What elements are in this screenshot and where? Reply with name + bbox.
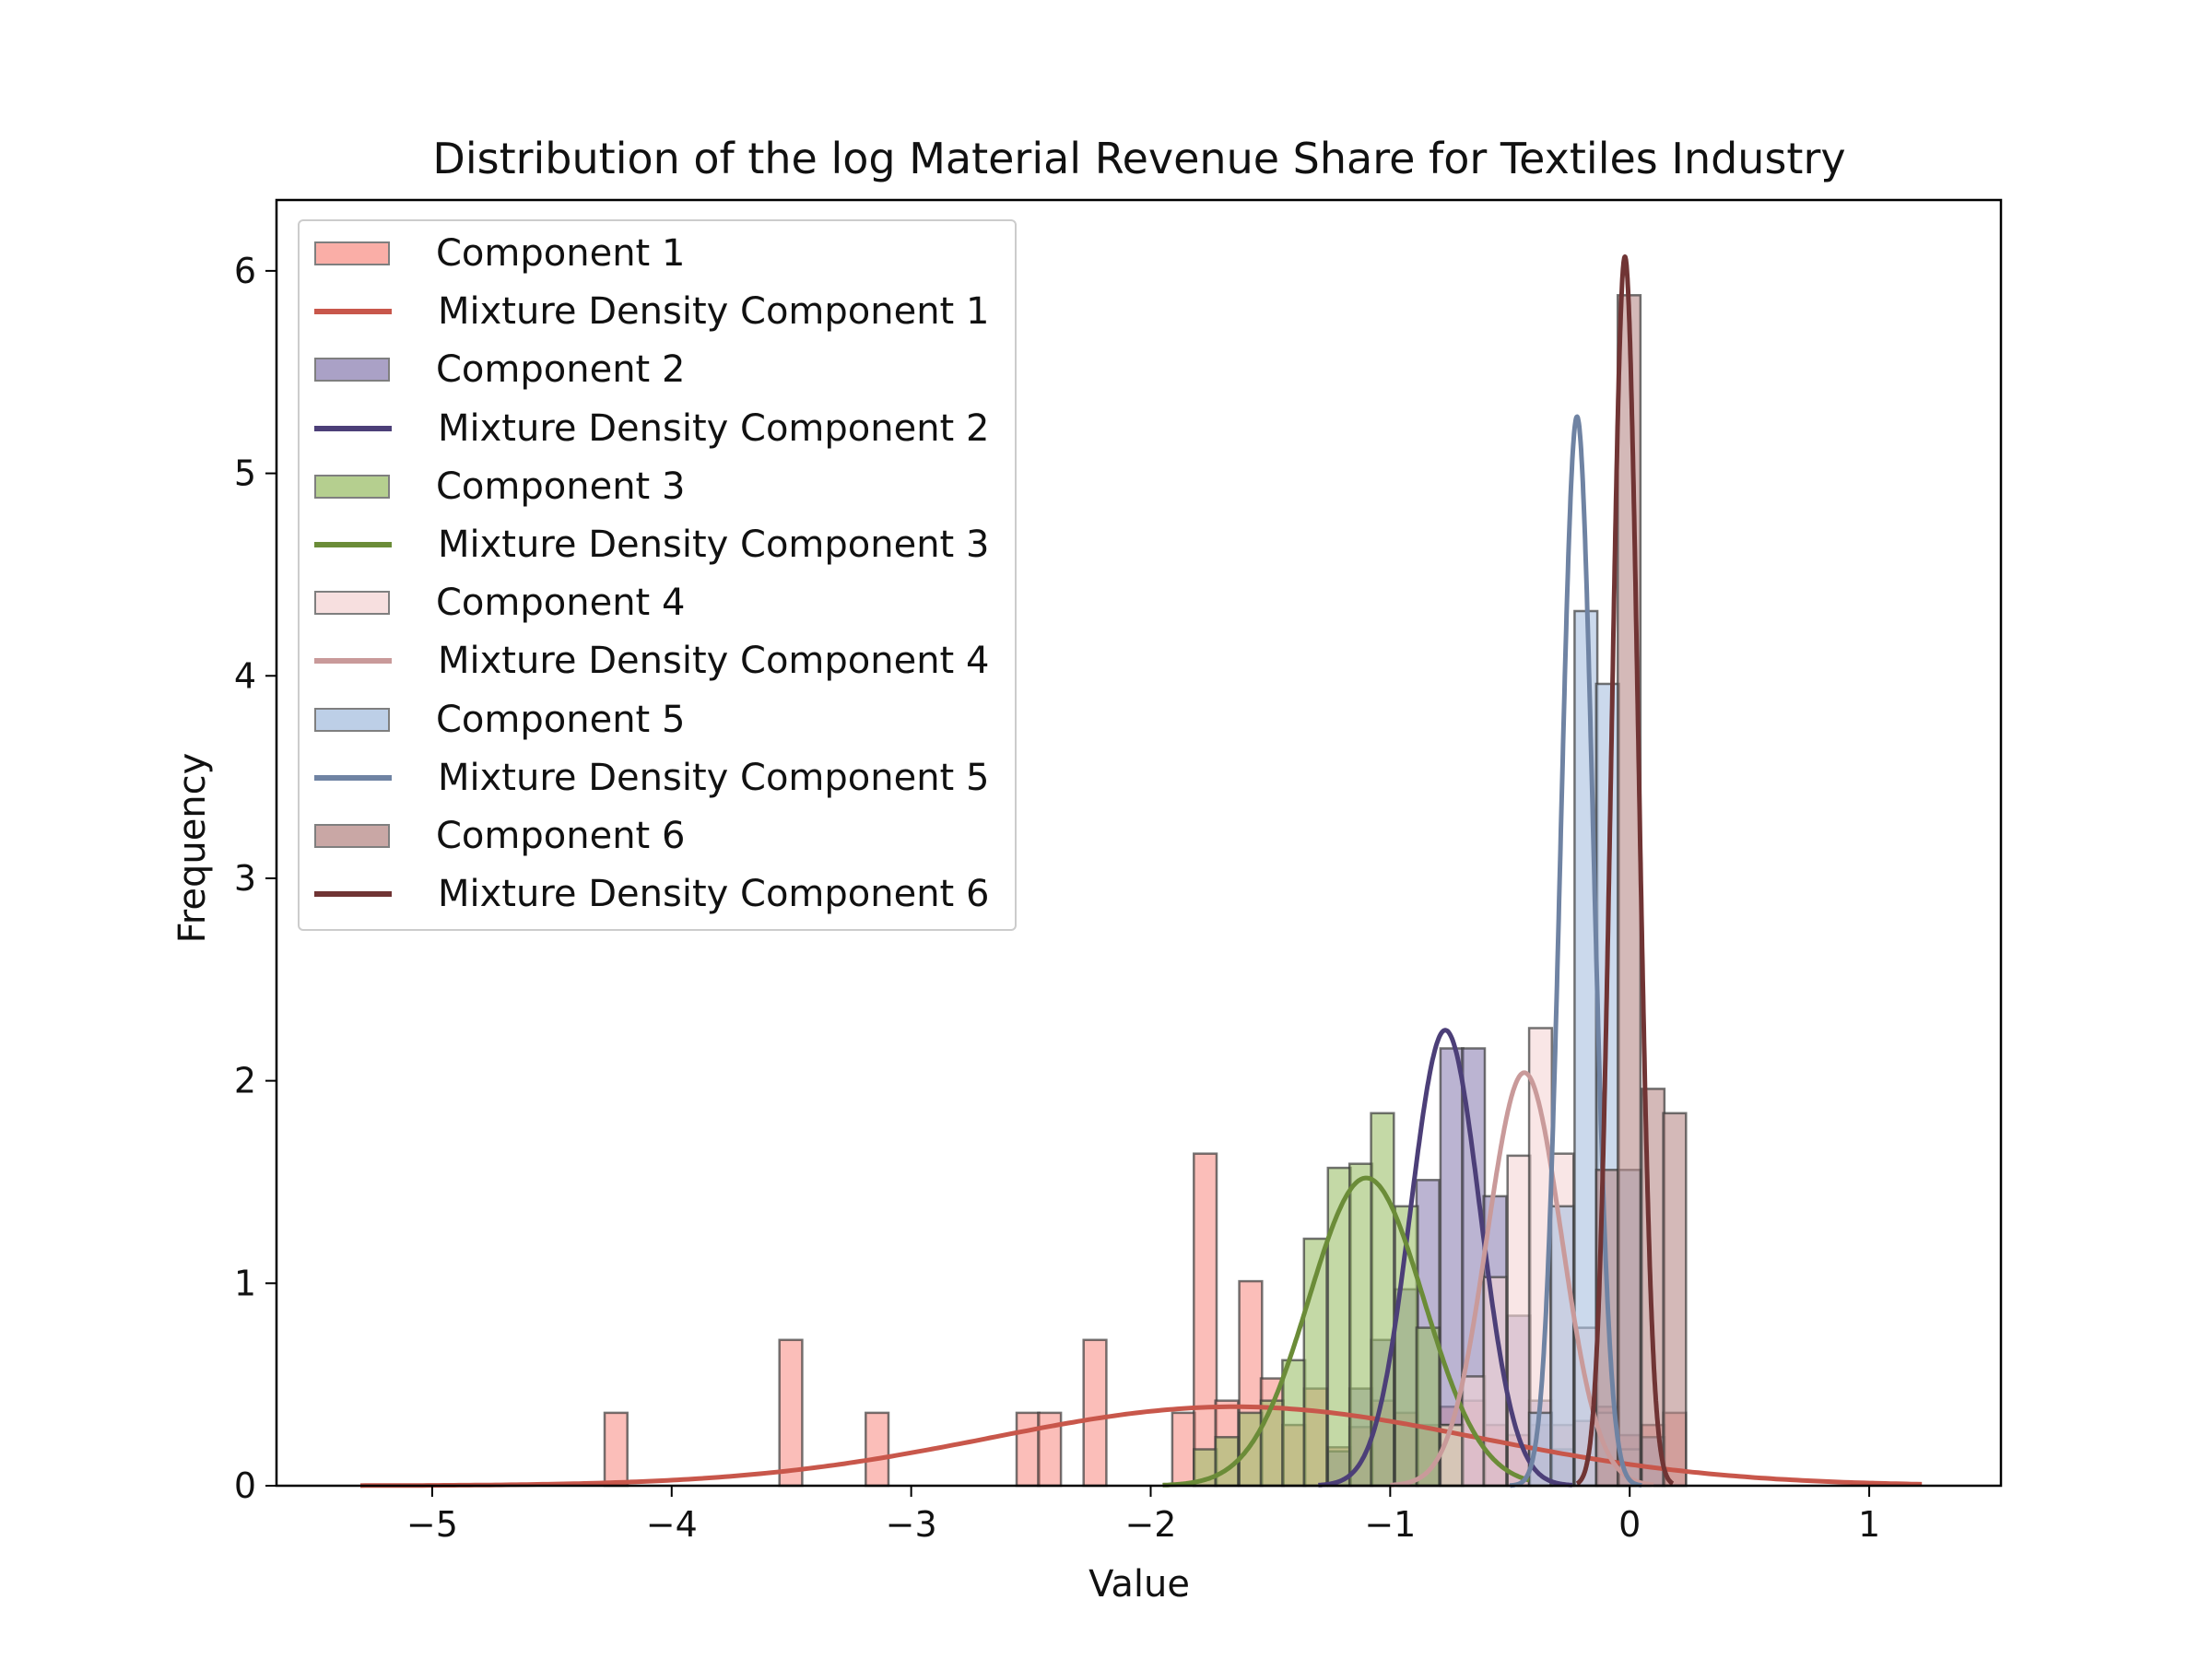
y-axis: 0 1 2 3 4 5 6 — [234, 251, 276, 1506]
y-tick-label: 5 — [234, 453, 256, 494]
hist-bar-component-3 — [1347, 1162, 1374, 1488]
legend-line-stroke — [314, 891, 392, 898]
legend-item: Component 5 — [314, 697, 685, 743]
legend-line-stroke — [314, 774, 392, 781]
legend-item: Component 4 — [314, 580, 685, 626]
legend-line-stroke — [314, 658, 392, 665]
hist-bar-component-1 — [778, 1338, 804, 1488]
legend-label: Mixture Density Component 6 — [438, 873, 990, 916]
legend-item: Mixture Density Component 4 — [314, 638, 989, 684]
legend-line-swatch — [314, 647, 392, 675]
y-tick-label: 3 — [234, 858, 256, 899]
density-curves — [359, 254, 1923, 1488]
density-line-component-4 — [1388, 1070, 1655, 1488]
x-tick-label: −1 — [1364, 1504, 1416, 1545]
legend-swatch — [314, 358, 390, 382]
x-tick-label: 0 — [1618, 1504, 1641, 1545]
legend-swatch — [314, 707, 390, 732]
legend-item: Component 1 — [314, 230, 685, 276]
hist-bar-component-1 — [603, 1411, 629, 1488]
y-axis-label: Frequency — [171, 753, 214, 944]
legend-item: Mixture Density Component 5 — [314, 755, 989, 801]
legend-line-swatch — [314, 531, 392, 559]
x-axis: −5 −4 −3 −2 −1 0 1 — [406, 1486, 1880, 1545]
legend-label: Mixture Density Component 1 — [438, 290, 990, 334]
legend-label: Mixture Density Component 2 — [438, 406, 990, 450]
legend-label: Component 6 — [436, 815, 686, 857]
y-tick-label: 1 — [234, 1263, 256, 1303]
hist-bar-component-3 — [1281, 1359, 1307, 1488]
legend-item: Mixture Density Component 6 — [314, 871, 989, 917]
hist-bar-component-1 — [1171, 1411, 1196, 1488]
hist-bar-component-1 — [1082, 1338, 1108, 1488]
legend-item: Component 3 — [314, 464, 685, 510]
density-line-component-5 — [1508, 414, 1644, 1488]
legend-item: Mixture Density Component 3 — [314, 522, 989, 568]
hist-bar-component-3 — [1259, 1399, 1285, 1488]
legend-item: Component 6 — [314, 813, 685, 859]
legend-line-stroke — [314, 309, 392, 315]
x-tick-label: −5 — [406, 1504, 458, 1545]
legend-line-stroke — [314, 542, 392, 547]
legend-label: Component 5 — [436, 698, 686, 741]
hist-bar-component-6 — [1616, 294, 1642, 1488]
density-line-component-6 — [1574, 254, 1676, 1486]
legend-swatch — [314, 474, 390, 499]
plot-frame — [275, 198, 2003, 1488]
legend-line-swatch — [314, 880, 392, 908]
legend-line-swatch — [314, 764, 392, 792]
legend-label: Component 3 — [436, 465, 686, 508]
legend-item: Mixture Density Component 2 — [314, 406, 989, 452]
legend-label: Mixture Density Component 5 — [438, 756, 990, 799]
y-tick-label: 0 — [234, 1465, 256, 1506]
x-tick-label: −3 — [886, 1504, 937, 1545]
hist-bar-component-6 — [1662, 1112, 1688, 1488]
legend-label: Component 2 — [436, 348, 686, 392]
x-tick-label: 1 — [1858, 1504, 1880, 1545]
x-tick-label: −2 — [1124, 1504, 1176, 1545]
legend-swatch — [314, 241, 390, 265]
y-tick-label: 6 — [234, 251, 256, 291]
legend-item: Component 2 — [314, 347, 685, 393]
x-axis-label: Value — [1088, 1563, 1190, 1606]
hist-bar-component-1 — [1015, 1411, 1041, 1488]
chart-title: Distribution of the log Material Revenue… — [432, 134, 1845, 183]
density-line-component-1 — [359, 1404, 1923, 1488]
hist-bar-component-1 — [865, 1411, 890, 1488]
legend-line-swatch — [314, 415, 392, 442]
y-tick-label: 4 — [234, 655, 256, 696]
legend-label: Component 4 — [436, 582, 686, 625]
legend-label: Mixture Density Component 3 — [438, 524, 990, 566]
hist-bar-component-1 — [1193, 1152, 1218, 1488]
legend-line-swatch — [314, 298, 392, 325]
legend-item: Mixture Density Component 1 — [314, 288, 989, 335]
y-tick-label: 2 — [234, 1061, 256, 1101]
hist-bar-component-3 — [1238, 1411, 1264, 1488]
hist-bar-component-5 — [1573, 609, 1599, 1488]
legend-line-stroke — [314, 425, 392, 431]
hist-bar-component-3 — [1415, 1326, 1441, 1488]
density-line-component-3 — [1161, 1175, 1531, 1488]
legend-swatch — [314, 591, 390, 616]
legend-label: Component 1 — [436, 232, 686, 275]
x-tick-label: −4 — [646, 1504, 698, 1545]
legend-label: Mixture Density Component 4 — [438, 640, 990, 683]
legend: Component 1 Mixture Density Component 1 Co… — [298, 219, 1017, 931]
legend-swatch — [314, 824, 390, 848]
